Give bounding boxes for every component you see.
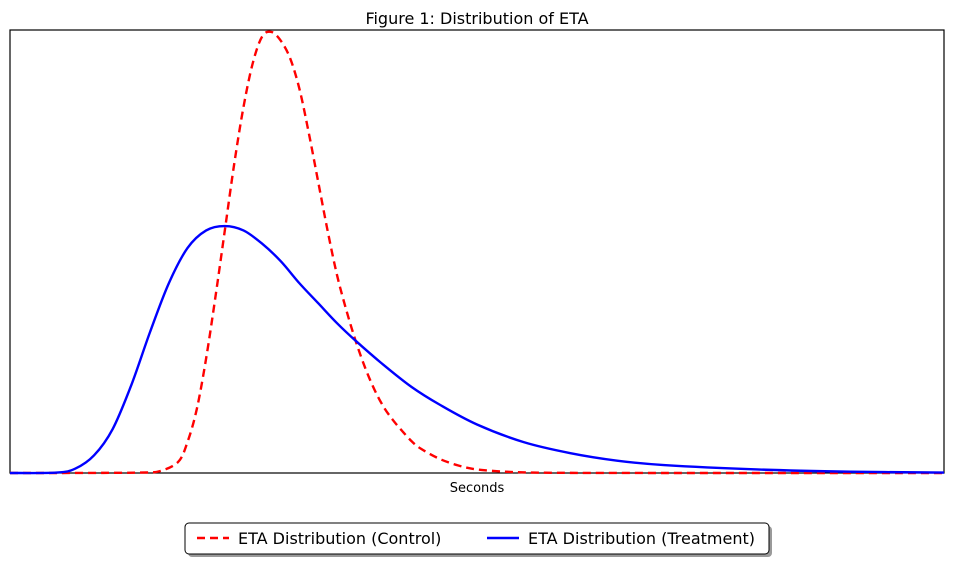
- plot-area: [9, 29, 945, 475]
- legend-label: ETA Distribution (Control): [238, 529, 441, 548]
- series-line-control: [9, 30, 944, 475]
- x-axis-label: Seconds: [450, 481, 505, 496]
- series-layer: [9, 30, 945, 475]
- legend-label: ETA Distribution (Treatment): [528, 529, 755, 548]
- series-line-treatment: [9, 224, 945, 475]
- chart-title: Figure 1: Distribution of ETA: [365, 9, 588, 28]
- legend-item-treatment: ETA Distribution (Treatment): [487, 529, 755, 548]
- legend: ETA Distribution (Control) ETA Distributi…: [184, 522, 772, 557]
- plot-frame: [9, 29, 945, 474]
- legend-box: [184, 522, 770, 555]
- legend-item-control: ETA Distribution (Control): [197, 529, 441, 548]
